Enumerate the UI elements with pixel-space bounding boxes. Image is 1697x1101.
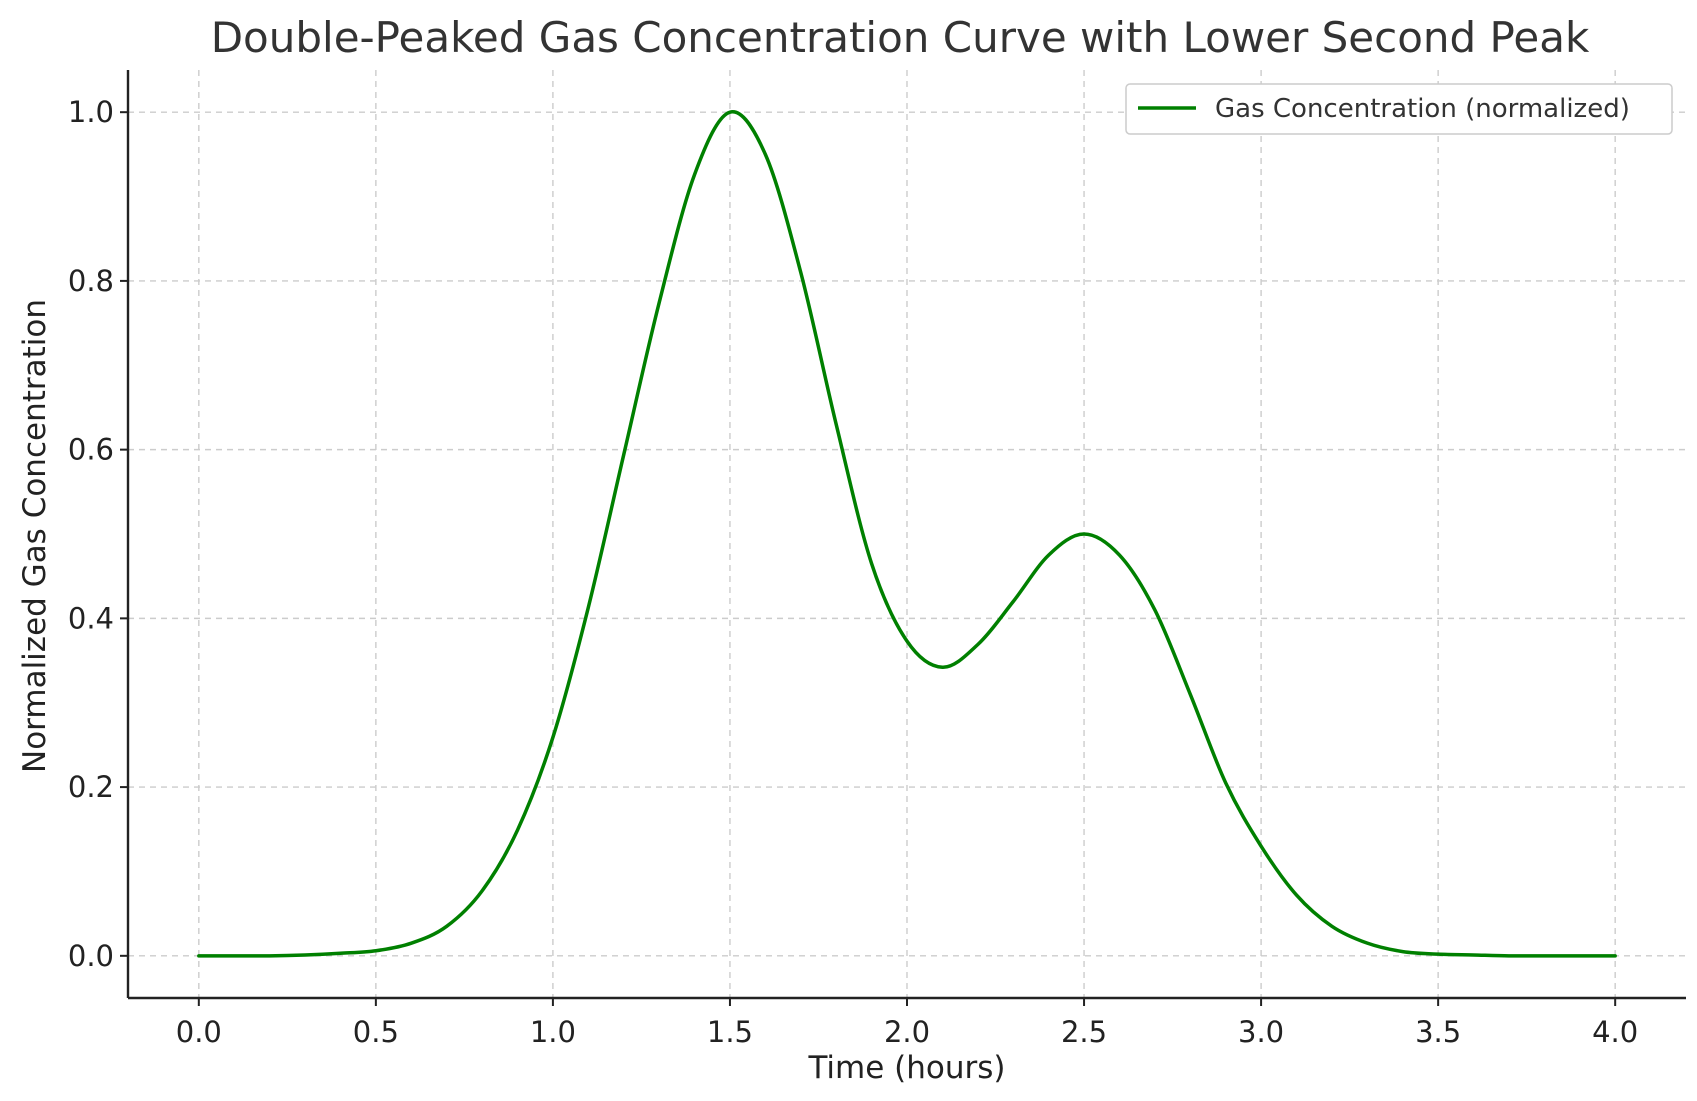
grid xyxy=(128,70,1686,998)
x-tick-label: 0.0 xyxy=(176,1015,222,1049)
y-tick-label: 0.6 xyxy=(68,433,114,467)
y-tick-label: 0.0 xyxy=(68,939,114,973)
x-tick-label: 1.0 xyxy=(530,1015,576,1049)
y-axis-ticks: 0.0 0.2 0.4 0.6 0.8 1.0 xyxy=(68,95,128,973)
y-axis-label: Normalized Gas Concentration xyxy=(17,299,53,773)
x-tick-label: 2.0 xyxy=(884,1015,930,1049)
legend-label: Gas Concentration (normalized) xyxy=(1215,94,1630,124)
chart-title: Double-Peaked Gas Concentration Curve wi… xyxy=(211,13,1590,62)
x-tick-label: 3.5 xyxy=(1415,1015,1461,1049)
y-tick-label: 0.4 xyxy=(68,601,114,635)
series-layer xyxy=(197,110,1617,958)
y-tick-label: 0.2 xyxy=(68,770,114,804)
series-line-0 xyxy=(197,110,1617,958)
x-axis-label: Time (hours) xyxy=(807,1050,1005,1086)
x-tick-label: 4.0 xyxy=(1592,1015,1638,1049)
x-axis-ticks: 0.0 0.5 1.0 1.5 2.0 2.5 3.0 3.5 4.0 xyxy=(176,998,1638,1049)
legend-box xyxy=(1125,83,1673,135)
y-tick-label: 0.8 xyxy=(68,264,114,298)
x-tick-label: 0.5 xyxy=(353,1015,399,1049)
legend: Gas Concentration (normalized) xyxy=(1125,83,1673,135)
y-tick-label: 1.0 xyxy=(68,95,114,129)
x-tick-label: 1.5 xyxy=(707,1015,753,1049)
x-tick-label: 2.5 xyxy=(1061,1015,1107,1049)
x-tick-label: 3.0 xyxy=(1238,1015,1284,1049)
